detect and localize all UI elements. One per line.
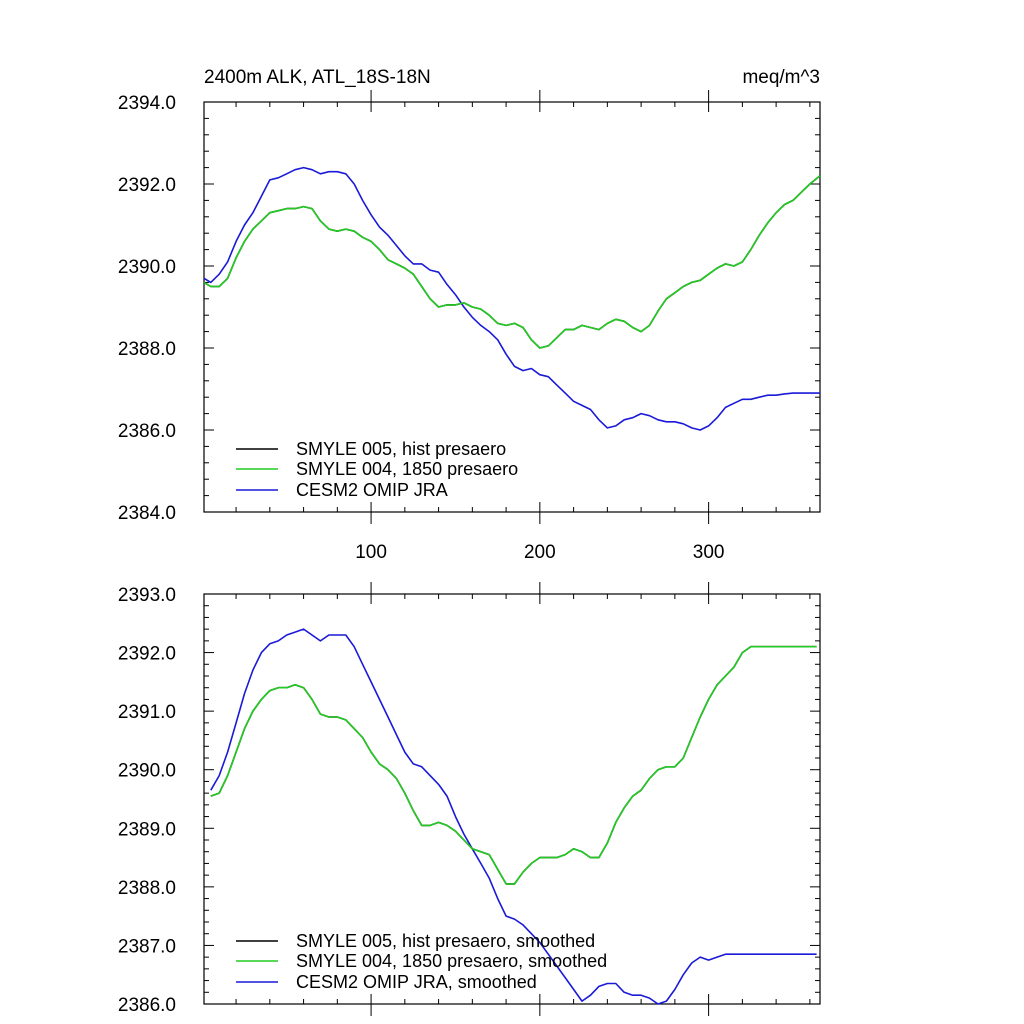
legend-label-0: SMYLE 005, hist presaero, smoothed bbox=[296, 931, 595, 951]
y-tick-label: 2386.0 bbox=[118, 421, 176, 442]
top-panel-units: meq/m^3 bbox=[742, 67, 820, 88]
y-tick-label: 2388.0 bbox=[118, 878, 176, 899]
y-tick-label: 2392.0 bbox=[118, 644, 176, 665]
bottom-plot-frame bbox=[203, 593, 821, 1005]
y-tick-label: 2394.0 bbox=[118, 93, 176, 114]
y-tick-label: 2393.0 bbox=[118, 585, 176, 606]
bottom-legend: SMYLE 005, hist presaero, smoothedSMYLE … bbox=[236, 931, 607, 992]
legend-label-1: SMYLE 004, 1850 presaero bbox=[296, 459, 518, 479]
top-series-lines bbox=[203, 166, 821, 431]
top-panel-title: 2400m ALK, ATL_18S-18N bbox=[204, 67, 431, 88]
top-panel: 2400m ALK, ATL_18S-18N meq/m^3 2384.0238… bbox=[118, 67, 821, 563]
legend-label-0: SMYLE 005, hist presaero bbox=[296, 439, 506, 459]
y-tick-label: 2387.0 bbox=[118, 936, 176, 957]
y-tick-label: 2384.0 bbox=[118, 503, 176, 524]
y-tick-label: 2389.0 bbox=[118, 819, 176, 840]
top-axis-ticks: 2384.0 2386.0 2388.0 2390.0 2392.0 2394.0 100 2… bbox=[118, 90, 820, 563]
y-tick-label: 2392.0 bbox=[118, 175, 176, 196]
y-tick-label: 2388.0 bbox=[118, 339, 176, 360]
y-tick-label: 2390.0 bbox=[118, 761, 176, 782]
series-line-2 bbox=[203, 166, 820, 431]
series-line-1 bbox=[210, 645, 817, 885]
legend-label-1: SMYLE 004, 1850 presaero, smoothed bbox=[296, 951, 607, 971]
legend-label-2: CESM2 OMIP JRA bbox=[296, 480, 448, 500]
bottom-axis-ticks: 2386.0 2387.0 2388.0 2389.0 2390.0 2391.0 2392… bbox=[118, 582, 820, 1016]
legend-label-2: CESM2 OMIP JRA, smoothed bbox=[296, 972, 537, 992]
series-line-0 bbox=[210, 645, 817, 885]
x-tick-label: 300 bbox=[693, 542, 725, 563]
y-tick-label: 2391.0 bbox=[118, 702, 176, 723]
x-tick-label: 200 bbox=[524, 542, 556, 563]
series-line-0 bbox=[203, 175, 821, 349]
bottom-panel: 2386.0 2387.0 2388.0 2389.0 2390.0 2391.0 2392… bbox=[118, 582, 821, 1016]
y-tick-label: 2386.0 bbox=[118, 995, 176, 1016]
y-tick-label: 2390.0 bbox=[118, 257, 176, 278]
x-tick-label: 100 bbox=[355, 542, 387, 563]
top-plot-frame bbox=[203, 101, 821, 513]
series-line-1 bbox=[203, 175, 821, 349]
bottom-series-lines bbox=[210, 628, 817, 1005]
series-line-2 bbox=[210, 628, 817, 1005]
